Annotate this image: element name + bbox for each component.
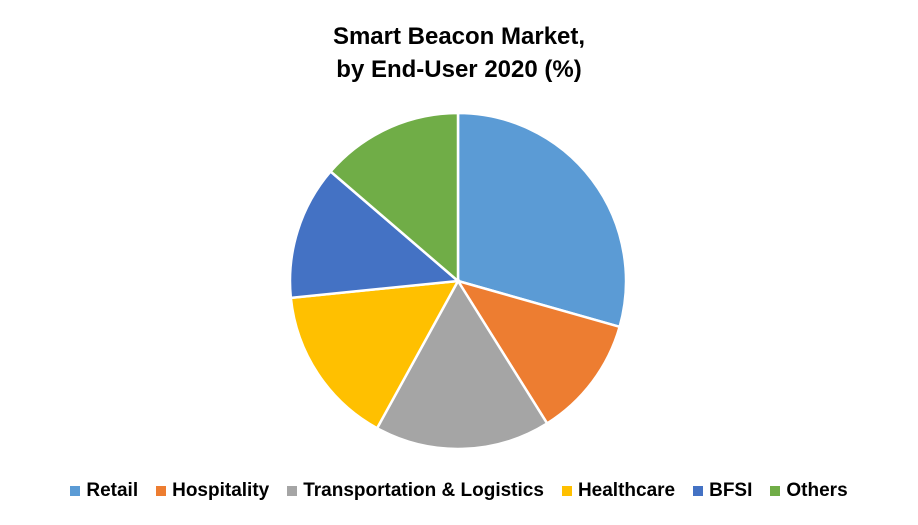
pie-slice-healthcare <box>289 279 461 430</box>
legend-swatch <box>70 486 81 496</box>
pie-slice-transportation-logistics <box>375 278 549 451</box>
legend-label: BFSI <box>709 480 753 501</box>
legend-label: Hospitality <box>172 480 270 501</box>
pie-slice-bfsi <box>288 169 462 300</box>
chart-title: Smart Beacon Market, by End-User 2020 (%… <box>0 20 918 86</box>
legend-swatch <box>770 486 781 496</box>
pie-slice-others <box>328 111 460 284</box>
legend-swatch <box>287 486 298 496</box>
legend-item: Hospitality <box>156 480 269 502</box>
legend-item: Retail <box>70 480 138 502</box>
pie-slice-hospitality <box>455 278 622 426</box>
legend-item: Others <box>770 480 848 502</box>
legend: Retail Hospitality Transportation & Logist… <box>0 480 918 502</box>
legend-label: Transportation & Logistics <box>303 480 544 501</box>
title-line-1: Smart Beacon Market, <box>332 23 586 50</box>
legend-swatch <box>693 486 704 496</box>
legend-item: BFSI <box>693 480 752 502</box>
legend-item: Transportation & Logistics <box>287 480 544 502</box>
legend-label: Others <box>786 480 848 501</box>
pie-slice-retail <box>456 111 628 329</box>
title-line-2: by End-User 2020 (%) <box>336 56 582 83</box>
legend-swatch <box>156 486 167 496</box>
legend-swatch <box>561 486 572 496</box>
legend-label: Healthcare <box>577 480 676 501</box>
legend-item: Healthcare <box>561 480 676 502</box>
legend-label: Retail <box>86 480 139 501</box>
